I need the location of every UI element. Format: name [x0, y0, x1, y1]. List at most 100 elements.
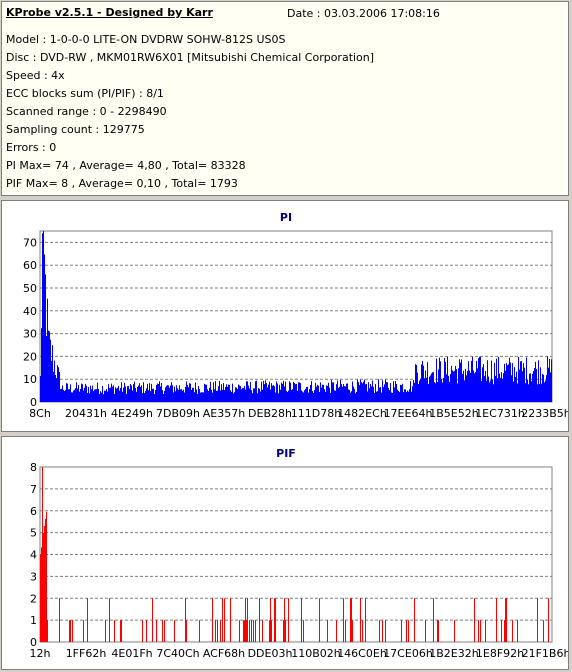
bar [523, 363, 524, 402]
bar [406, 391, 407, 402]
bar [150, 391, 151, 402]
y-tick-label: 50 [23, 282, 37, 295]
bar [55, 374, 56, 402]
bar [125, 386, 126, 402]
bar [94, 389, 95, 402]
x-tick-label: 12h [30, 647, 51, 660]
x-tick-label: 20431h [65, 407, 107, 420]
bar [433, 372, 434, 402]
bar [123, 387, 124, 402]
bar [474, 598, 475, 642]
bar [327, 620, 328, 642]
bar [456, 369, 457, 402]
bar [415, 364, 416, 402]
bar [252, 393, 253, 402]
bar [324, 389, 325, 402]
x-tick-label: 1B5E52h [429, 407, 478, 420]
bar [141, 385, 142, 402]
bar [247, 598, 248, 642]
bar [367, 391, 368, 402]
bar [402, 383, 403, 402]
bar [231, 392, 232, 402]
bar [362, 383, 363, 402]
bar [416, 364, 417, 402]
bar [168, 385, 169, 402]
bar [424, 378, 425, 402]
bar [253, 620, 254, 642]
bar [251, 390, 252, 402]
bar [478, 358, 479, 402]
bar [331, 379, 332, 402]
bar [153, 388, 154, 402]
bar [518, 356, 519, 402]
bar [135, 387, 136, 402]
bar [293, 381, 294, 402]
bar [216, 390, 217, 402]
bar [142, 620, 143, 642]
bar [413, 380, 414, 402]
bar [339, 386, 340, 402]
bar [240, 386, 241, 402]
bar [116, 388, 117, 402]
bar [328, 382, 329, 402]
bar [433, 598, 434, 642]
bar [102, 385, 103, 402]
bar [548, 367, 549, 402]
bar [342, 386, 343, 402]
bar [170, 385, 171, 402]
bar [184, 392, 185, 402]
bar [246, 381, 247, 402]
bar [212, 598, 213, 642]
bar [346, 383, 347, 402]
bar [387, 382, 388, 402]
bar [196, 389, 197, 402]
bar [254, 388, 255, 402]
bar [481, 380, 482, 402]
bar [506, 363, 507, 402]
x-tick-label: 8Ch [29, 407, 51, 420]
bar [262, 389, 263, 402]
bar [295, 384, 296, 402]
bar [325, 391, 326, 402]
bar [395, 381, 396, 402]
bar [384, 384, 385, 402]
bar [236, 387, 237, 402]
bar [542, 374, 543, 402]
bar [476, 360, 477, 402]
bar [427, 362, 428, 402]
bar [105, 620, 106, 642]
x-tick-label: 4E01Fh [111, 647, 152, 660]
bar [272, 385, 273, 402]
bar [454, 370, 455, 402]
bar [354, 388, 355, 402]
bar [265, 380, 266, 402]
bar [319, 598, 320, 642]
bar [549, 359, 550, 402]
y-tick-label: 0 [30, 636, 37, 649]
bar [183, 389, 184, 402]
bar [300, 383, 301, 402]
bar [182, 390, 183, 402]
range-line: Scanned range : 0 - 2298490 [6, 105, 167, 118]
y-tick-label: 40 [23, 305, 37, 318]
bar [302, 391, 303, 402]
bar [327, 385, 328, 402]
bar [393, 381, 394, 402]
bar [226, 384, 227, 402]
bar [64, 391, 65, 402]
bar [315, 382, 316, 402]
bar [316, 386, 317, 402]
bar [98, 388, 99, 402]
bar [104, 390, 105, 402]
x-tick-label: 7C40Ch [156, 647, 199, 660]
bar [504, 363, 505, 402]
bar [471, 360, 472, 402]
bar [44, 526, 45, 642]
bar [531, 381, 532, 402]
bar [493, 384, 494, 402]
bar [506, 598, 507, 642]
bar [217, 390, 218, 402]
speed-line: Speed : 4x [6, 69, 65, 82]
bar [401, 385, 402, 402]
bar [317, 384, 318, 402]
